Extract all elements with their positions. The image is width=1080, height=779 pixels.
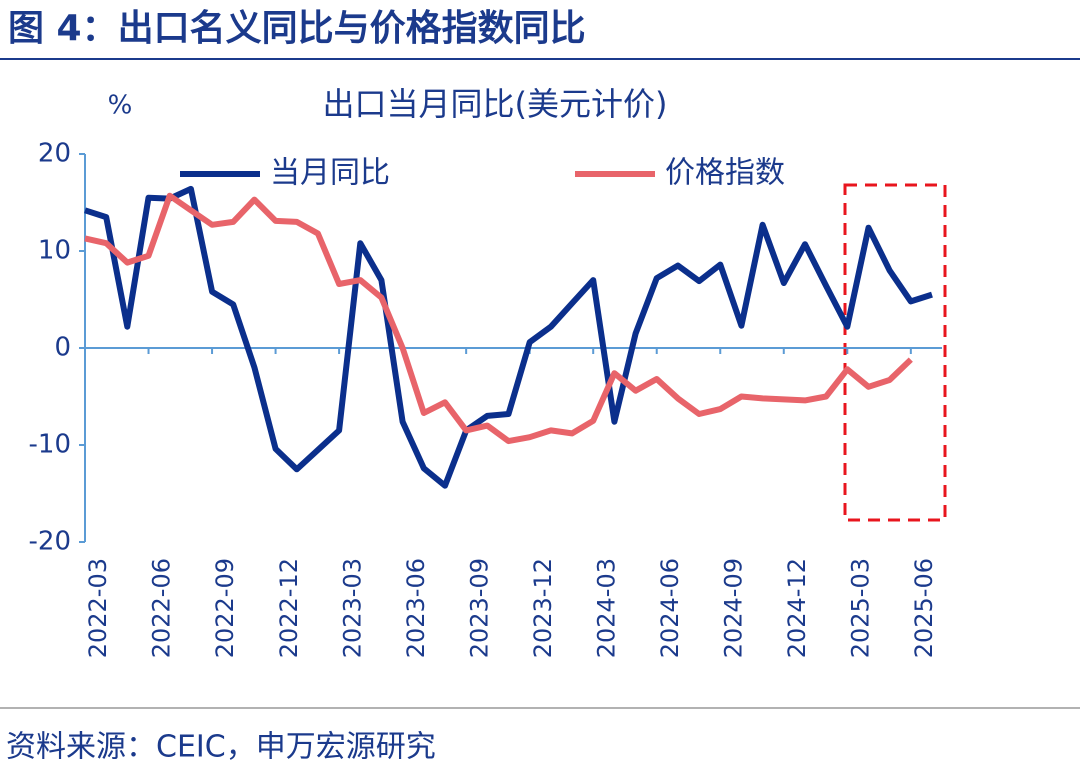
y-tick-label: 0 (54, 333, 71, 363)
x-tick-label: 2023-06 (402, 558, 430, 658)
x-tick-label: 2024-12 (783, 558, 811, 658)
legend-label: 价格指数 (665, 156, 785, 191)
x-tick-label: 2024-03 (592, 558, 620, 658)
x-tick-label: 2022-03 (84, 558, 112, 658)
chart-title: 出口当月同比(美元计价) (323, 85, 668, 123)
source: 资料来源：CEIC，申万宏源研究 (6, 730, 436, 765)
x-tick-label: 2022-09 (211, 558, 239, 658)
y-unit: % (108, 91, 133, 121)
legend-label: 当月同比 (270, 156, 390, 191)
figure-title: 图 4：出口名义同比与价格指数同比 (8, 8, 586, 49)
x-tick-label: 2024-06 (656, 558, 684, 658)
y-tick-label: -10 (29, 430, 71, 460)
highlight-box (843, 183, 947, 522)
series-line (84, 192, 913, 445)
series-line (84, 185, 933, 489)
y-tick-label: 20 (38, 139, 71, 169)
x-tick-label: 2025-03 (846, 558, 874, 658)
x-tick-label: 2025-06 (910, 558, 938, 658)
x-tick-label: 2023-12 (529, 558, 557, 658)
x-tick-label: 2023-03 (338, 558, 366, 658)
x-tick-label: 2024-09 (719, 558, 747, 658)
y-tick-label: 10 (38, 236, 71, 266)
y-tick-label: -20 (29, 527, 71, 557)
x-tick-label: 2023-09 (465, 558, 493, 658)
x-tick-label: 2022-12 (275, 558, 303, 658)
x-tick-label: 2022-06 (148, 558, 176, 658)
